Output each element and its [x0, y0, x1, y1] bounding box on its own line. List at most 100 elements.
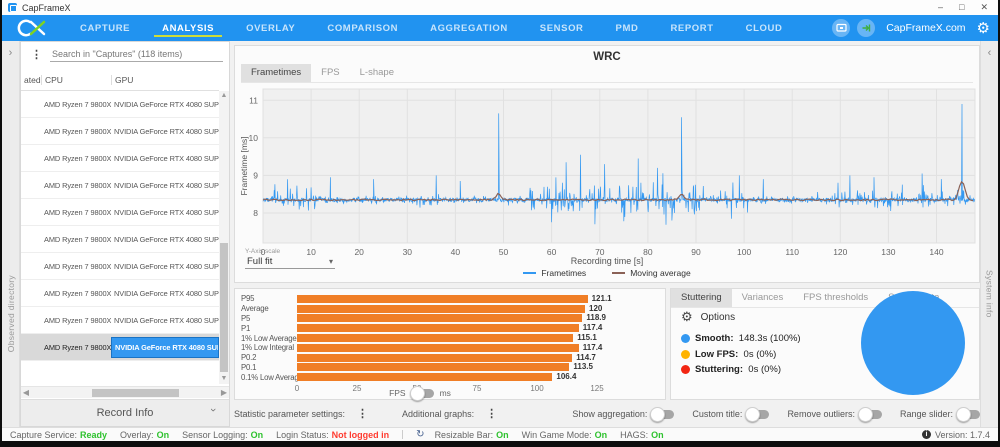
captures-search-input[interactable]: [50, 47, 223, 62]
yaxis-scale-dropdown[interactable]: Full fit ▾: [245, 255, 335, 269]
svg-text:9: 9: [253, 170, 258, 180]
tab-frametimes[interactable]: Frametimes: [241, 64, 311, 82]
stutter-legend-low-fps: Low FPS: 0s (0%): [681, 349, 801, 360]
cell-cpu: AMD Ryzen 7 9800X3D: [41, 181, 111, 190]
bar-row-average: Average120: [241, 304, 659, 314]
horizontal-scroll-thumb[interactable]: [92, 389, 179, 397]
record-info-expander[interactable]: Record Info ›: [21, 399, 229, 426]
history-icon: ↻: [416, 429, 424, 440]
cell-cpu: AMD Ryzen 7 9800X3D: [41, 100, 111, 109]
captures-sidebar: ⋮ ated CPU GPU AMD Ryzen 7 9800X3DNVIDIA…: [20, 41, 230, 427]
nav-item-cloud[interactable]: CLOUD: [730, 15, 799, 41]
stuttering-pie-chart: [861, 291, 965, 395]
capture-row[interactable]: AMD Ryzen 7 9800X3DNVIDIA GeForce RTX 40…: [21, 199, 219, 226]
nav-item-capture[interactable]: CAPTURE: [64, 15, 146, 41]
toggle-group-show-aggregation: Show aggregation:: [572, 409, 674, 419]
svg-text:10: 10: [249, 133, 259, 143]
main-nav: CAPTUREANALYSISOVERLAYCOMPARISONAGGREGAT…: [2, 15, 998, 41]
vertical-scroll-thumb[interactable]: [220, 243, 228, 372]
bar-row-p0-2: P0.2114.7: [241, 353, 659, 363]
scroll-left-icon[interactable]: ◀: [21, 387, 31, 399]
site-link[interactable]: CapFrameX.com: [886, 22, 965, 34]
capture-row[interactable]: AMD Ryzen 7 9800X3DNVIDIA GeForce RTX 40…: [21, 334, 219, 361]
custom-title-toggle[interactable]: [747, 410, 769, 419]
tab-l-shape[interactable]: L-shape: [350, 64, 404, 82]
fps-bar-chart: P95121.1Average120P5118.9P1117.41% Low A…: [241, 294, 659, 382]
window-title: CapFrameX: [22, 3, 71, 13]
info-icon: i: [922, 430, 931, 439]
nav-item-overlay[interactable]: OVERLAY: [230, 15, 311, 41]
nav-item-pmd[interactable]: PMD: [600, 15, 655, 41]
capture-row[interactable]: AMD Ryzen 7 9800X3DNVIDIA GeForce RTX 40…: [21, 91, 219, 118]
status-login-status: Login Status:Not logged in: [276, 430, 389, 440]
frametime-chart-card: WRC FrametimesFPSL-shape 010203040506070…: [234, 45, 980, 283]
nav-item-aggregation[interactable]: AGGREGATION: [414, 15, 524, 41]
additional-graphs-label: Additional graphs:: [402, 409, 474, 419]
close-icon[interactable]: ✕: [980, 3, 988, 12]
nav-item-report[interactable]: REPORT: [654, 15, 729, 41]
scroll-up-icon[interactable]: ▲: [219, 91, 229, 101]
nav-item-sensor[interactable]: SENSOR: [524, 15, 600, 41]
cell-gpu: NVIDIA GeForce RTX 4080 SUPER: [111, 208, 219, 217]
chart-title: WRC: [235, 51, 979, 63]
maximize-icon[interactable]: □: [959, 3, 964, 12]
settings-gear-icon[interactable]: ⚙: [977, 21, 990, 36]
nav-item-comparison[interactable]: COMPARISON: [311, 15, 414, 41]
stutter-legend-stuttering: Stuttering: 0s (0%): [681, 364, 801, 375]
tab-stuttering[interactable]: Stuttering: [671, 289, 732, 307]
unit-fps-label: FPS: [389, 388, 406, 398]
scroll-down-icon[interactable]: ▼: [219, 374, 229, 384]
scroll-right-icon[interactable]: ▶: [219, 387, 229, 399]
capture-row[interactable]: AMD Ryzen 7 9800X3DNVIDIA GeForce RTX 40…: [21, 307, 219, 334]
capture-row[interactable]: AMD Ryzen 7 9800X3DNVIDIA GeForce RTX 40…: [21, 118, 219, 145]
bar-row-1-low-integral: 1% Low Integral117.4: [241, 343, 659, 353]
cell-cpu: AMD Ryzen 7 9800X3D: [41, 208, 111, 217]
nav-item-analysis[interactable]: ANALYSIS: [146, 15, 230, 41]
options-label: Options: [701, 312, 735, 323]
capture-row[interactable]: AMD Ryzen 7 9800X3DNVIDIA GeForce RTX 40…: [21, 145, 219, 172]
record-info-label: Record Info: [97, 407, 154, 419]
options-gear-icon[interactable]: ⚙: [681, 309, 693, 325]
fps-ms-toggle[interactable]: [412, 389, 434, 398]
cell-cpu: AMD Ryzen 7 9800X3D: [41, 127, 111, 136]
frametime-plot: 0102030405060708090100110120130140891011…: [239, 86, 979, 267]
svg-text:8: 8: [253, 208, 258, 218]
minimize-icon[interactable]: –: [938, 3, 943, 12]
captures-horizontal-scrollbar[interactable]: ◀ ▶: [21, 386, 229, 398]
captures-menu-icon[interactable]: ⋮: [27, 50, 46, 60]
x-axis-label: Recording time [s]: [235, 256, 979, 266]
statistic-settings-icon[interactable]: ⋮: [353, 409, 372, 419]
footer-toggles: Show aggregation:Custom title:Remove out…: [562, 409, 980, 419]
captures-vertical-scrollbar[interactable]: ▲ ▼: [219, 91, 229, 384]
additional-graphs-icon[interactable]: ⋮: [482, 409, 501, 419]
statusbar-divider: [402, 430, 403, 439]
analysis-tabs: FrametimesFPSL-shape: [241, 64, 973, 83]
capture-row[interactable]: AMD Ryzen 7 9800X3DNVIDIA GeForce RTX 40…: [21, 253, 219, 280]
bar-row-0-1-low-average: 0.1% Low Average106.4: [241, 372, 659, 382]
range-slider-toggle[interactable]: [958, 410, 980, 419]
statistic-settings-label: Statistic parameter settings:: [234, 409, 345, 419]
cell-cpu: AMD Ryzen 7 9800X3D: [41, 343, 111, 352]
observed-directory-label: Observed directory: [6, 275, 16, 352]
column-gpu[interactable]: GPU: [111, 75, 219, 85]
bar-row-p95: P95121.1: [241, 294, 659, 304]
stuttering-legend: Smooth: 148.3s (100%)Low FPS: 0s (0%)Stu…: [681, 333, 801, 375]
capture-row[interactable]: AMD Ryzen 7 9800X3DNVIDIA GeForce RTX 40…: [21, 280, 219, 307]
record-info-chevron-icon: ›: [207, 408, 219, 412]
yaxis-scale-caption: Y-Axis scale: [245, 248, 335, 255]
toggle-group-remove-outliers: Remove outliers:: [787, 409, 882, 419]
title-bar: CapFrameX – □ ✕: [2, 0, 998, 15]
column-created[interactable]: ated: [21, 75, 41, 85]
screenshot-icon[interactable]: [832, 19, 850, 37]
status-hags: HAGS:On: [620, 430, 664, 440]
tab-variances[interactable]: Variances: [732, 289, 794, 307]
capture-row[interactable]: AMD Ryzen 7 9800X3DNVIDIA GeForce RTX 40…: [21, 226, 219, 253]
legend-item-frametimes: Frametimes: [523, 268, 586, 278]
remove-outliers-toggle[interactable]: [860, 410, 882, 419]
column-cpu[interactable]: CPU: [41, 75, 111, 85]
tab-fps-thresholds[interactable]: FPS thresholds: [793, 289, 878, 307]
login-icon[interactable]: [857, 19, 875, 37]
tab-fps[interactable]: FPS: [311, 64, 349, 82]
capture-row[interactable]: AMD Ryzen 7 9800X3DNVIDIA GeForce RTX 40…: [21, 172, 219, 199]
show-aggregation-toggle[interactable]: [652, 410, 674, 419]
